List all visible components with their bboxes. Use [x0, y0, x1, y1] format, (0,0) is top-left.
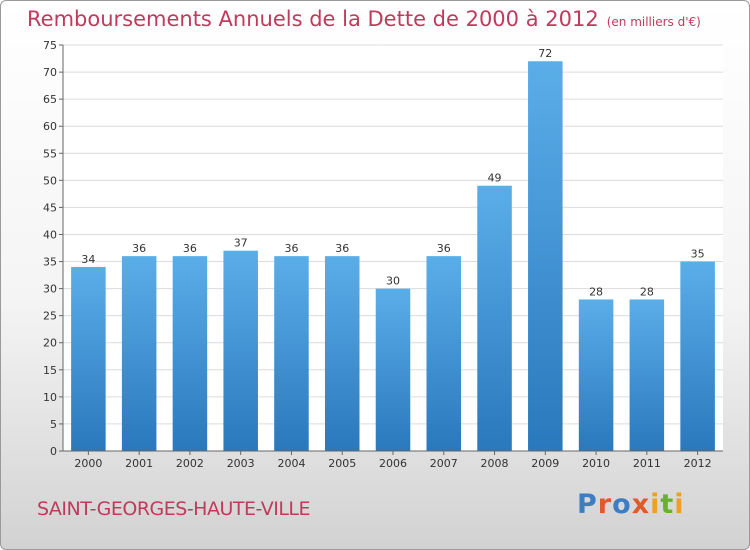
- y-tick-label: 35: [43, 256, 57, 269]
- proxiti-logo: Proxiti: [577, 489, 685, 520]
- x-tick-label: 2004: [277, 457, 305, 470]
- bar: [375, 288, 411, 451]
- x-tick-label: 2002: [176, 457, 204, 470]
- data-label: 37: [234, 237, 248, 250]
- y-tick-label: 50: [43, 174, 57, 187]
- data-label: 36: [335, 242, 349, 255]
- data-label: 36: [132, 242, 146, 255]
- x-tick-label: 2009: [531, 457, 559, 470]
- x-tick-label: 2008: [481, 457, 509, 470]
- bar: [528, 61, 563, 452]
- data-label: 28: [640, 285, 654, 298]
- title-text: Remboursements Annuels de la Dette de 20…: [27, 7, 599, 31]
- bar: [629, 299, 665, 451]
- bar: [121, 256, 157, 451]
- y-tick-label: 65: [43, 93, 57, 106]
- bar-chart: 0 5 10 15 20 25 30 35 40 45 50 55 60 65 70 75 34 2000 36 20…: [43, 39, 723, 470]
- y-tick-label: 20: [43, 337, 57, 350]
- x-tick-label: 2006: [379, 457, 407, 470]
- x-tick-label: 2003: [227, 457, 255, 470]
- bar: [274, 256, 309, 451]
- y-tick-label: 5: [50, 418, 57, 431]
- data-label: 36: [284, 242, 298, 255]
- bar: [477, 185, 512, 451]
- x-tick-label: 2007: [430, 457, 458, 470]
- data-label: 49: [488, 172, 502, 185]
- bar: [172, 256, 208, 451]
- y-tick-label: 40: [43, 228, 57, 241]
- x-tick-label: 2005: [328, 457, 356, 470]
- bar: [578, 299, 614, 451]
- unit-note: (en milliers d'€): [606, 15, 701, 29]
- bar: [324, 256, 360, 451]
- data-label: 34: [81, 253, 95, 266]
- y-tick-label: 45: [43, 201, 57, 214]
- y-tick-label: 0: [50, 445, 57, 458]
- data-label: 72: [538, 47, 552, 60]
- y-tick-label: 15: [43, 364, 57, 377]
- y-tick-label: 70: [43, 66, 57, 79]
- y-tick-label: 75: [43, 39, 57, 52]
- bar: [426, 256, 462, 451]
- bar: [680, 261, 715, 451]
- x-tick-label: 2012: [684, 457, 712, 470]
- x-tick-label: 2001: [125, 457, 153, 470]
- data-label: 30: [386, 275, 400, 288]
- bar: [71, 266, 106, 451]
- y-tick-label: 55: [43, 147, 57, 160]
- y-tick-label: 30: [43, 283, 57, 296]
- x-tick-label: 2010: [582, 457, 610, 470]
- y-tick-label: 25: [43, 310, 57, 323]
- x-tick-label: 2011: [633, 457, 661, 470]
- y-tick-label: 60: [43, 120, 57, 133]
- commune-name: SAINT-GEORGES-HAUTE-VILLE: [37, 498, 311, 520]
- x-tick-label: 2000: [74, 457, 102, 470]
- y-tick-label: 10: [43, 391, 57, 404]
- chart-title: Remboursements Annuels de la Dette de 20…: [27, 7, 701, 31]
- data-label: 36: [183, 242, 197, 255]
- data-label: 35: [691, 248, 705, 261]
- data-label: 36: [437, 242, 451, 255]
- bar: [223, 250, 258, 451]
- data-label: 28: [589, 285, 603, 298]
